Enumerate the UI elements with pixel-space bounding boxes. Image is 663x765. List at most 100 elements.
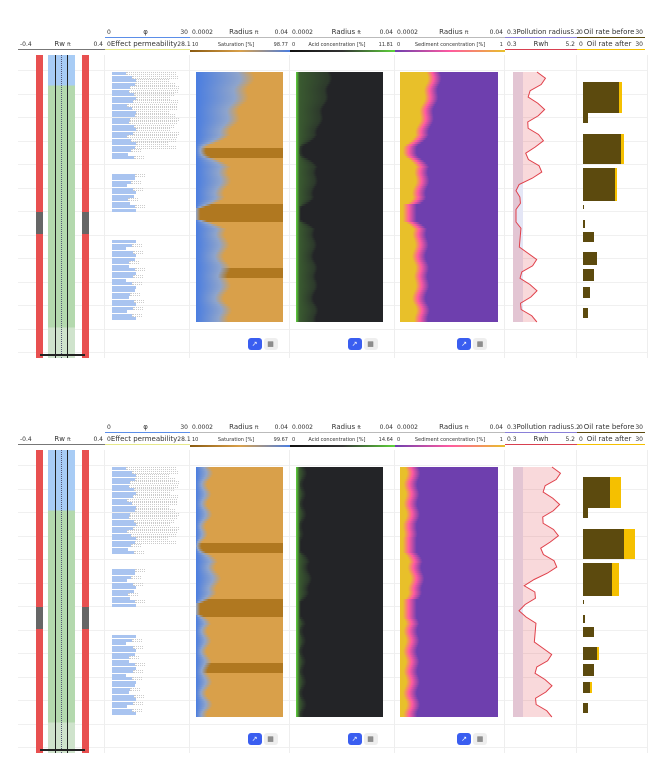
- sediment-map[interactable]: [400, 467, 498, 717]
- phi-label: φ: [143, 423, 148, 431]
- perm-bar: [112, 268, 135, 271]
- sed-min: 0.0002: [397, 28, 418, 36]
- casing-right: [82, 450, 89, 753]
- grid-view-button[interactable]: ▦: [263, 733, 278, 745]
- oil-rate-before-bar: [583, 307, 589, 318]
- perm-bar: [112, 131, 134, 135]
- perm-bar: [112, 317, 136, 320]
- rw-header[interactable]: -0.4 Rw ft 0.4: [18, 434, 105, 445]
- perm-bar: [112, 470, 133, 474]
- perm-bar: [112, 701, 134, 705]
- pollution-radius-plot: [513, 71, 547, 323]
- perm-bar: [112, 642, 127, 645]
- perm-bar: [112, 198, 129, 201]
- sediment-map[interactable]: [400, 72, 498, 322]
- perm-bar: [112, 313, 132, 317]
- sat-header[interactable]: 0.0002 Radius ft 0.04: [190, 422, 290, 433]
- sat-header[interactable]: 0.0002 Radius ft 0.04: [190, 27, 290, 38]
- sed-scale[interactable]: 0 Sediment concentration [%] 1: [397, 41, 503, 48]
- perm-header[interactable]: 0 Effect permeability 28.1: [105, 434, 191, 445]
- grid-view-button[interactable]: ▦: [473, 338, 487, 350]
- phi-header[interactable]: 0 φ 30: [105, 422, 190, 433]
- chart-view-button[interactable]: ↗: [347, 338, 362, 350]
- grid-icon: ▦: [367, 340, 374, 348]
- sat-label: Radius ft: [229, 28, 259, 36]
- sat-colorbar: [190, 50, 290, 52]
- rwh-header[interactable]: 0.3 Rwh 5.2: [505, 434, 577, 445]
- sat-min: 0.0002: [192, 28, 213, 36]
- perm-min: 0: [107, 435, 111, 443]
- rwh-header[interactable]: 0.3 Rwh 5.2: [505, 39, 577, 50]
- acid-min: 0.0002: [292, 28, 313, 36]
- sed-scale[interactable]: 0 Sediment concentration [%] 1: [397, 436, 503, 443]
- sat-scale[interactable]: 10 Saturation [%] 98.77: [192, 41, 288, 48]
- chart-view-button[interactable]: ↗: [247, 733, 262, 745]
- perm-bar: [112, 498, 127, 502]
- phi-min: 0: [107, 423, 111, 431]
- oil-rate-before-bar: [583, 82, 619, 113]
- oilb-min: 0: [579, 423, 583, 431]
- perm-bar: [112, 694, 135, 698]
- perm-bar: [112, 680, 136, 684]
- perm-bar: [112, 79, 136, 82]
- sat-scale[interactable]: 10 Saturation [%] 99.67: [192, 436, 288, 443]
- acid-scale[interactable]: 0 Acid concentration [%] 11.81: [292, 41, 393, 48]
- perm-bar: [112, 177, 136, 180]
- perm-bar: [112, 512, 131, 516]
- oila-max: 30: [635, 40, 643, 48]
- perm-bar: [112, 547, 128, 551]
- perm-bar: [112, 659, 130, 663]
- grid-view-button[interactable]: ▦: [473, 733, 487, 745]
- rwh-min: 0.3: [507, 435, 517, 443]
- perm-bar: [112, 603, 136, 607]
- grid-view-button[interactable]: ▦: [363, 733, 378, 745]
- perm-bar: [112, 121, 129, 124]
- oil-rate-before-bar: [583, 508, 588, 519]
- perm-bar: [112, 264, 130, 268]
- sed-header[interactable]: 0.0002 Radius ft 0.04: [395, 422, 505, 433]
- saturation-map[interactable]: [196, 72, 283, 322]
- oilb-header[interactable]: 0 Oil rate before 30: [577, 422, 645, 433]
- sed-header[interactable]: 0.0002 Radius ft 0.04: [395, 27, 505, 38]
- chart-view-button[interactable]: ↗: [457, 733, 471, 745]
- grid-view-button[interactable]: ▦: [363, 338, 378, 350]
- acid-header[interactable]: 0.0002 Radius ft 0.04: [290, 422, 395, 433]
- perm-bar: [112, 712, 136, 715]
- perm-bar: [112, 107, 132, 110]
- perm-header[interactable]: 0 Effect permeability 28.1: [105, 39, 191, 50]
- grid-icon: ▦: [367, 735, 374, 743]
- rw-max: 0.4: [93, 40, 103, 48]
- pol-max: 5.2: [570, 28, 580, 36]
- pol-header[interactable]: 0.3 Pollution radius 5.2: [505, 422, 580, 433]
- phi-header[interactable]: 0 φ 30: [105, 27, 190, 38]
- log-panel-1: -0.4 Rw ft 0.4 0 φ 30 0 Effect permeabil…: [0, 25, 650, 370]
- acid-map[interactable]: [296, 467, 383, 717]
- oil-rate-before-bar: [583, 663, 595, 677]
- pol-header[interactable]: 0.3 Pollution radius 5.2: [505, 27, 580, 38]
- phi-max: 30: [180, 423, 188, 431]
- acid-header[interactable]: 0.0002 Radius ft 0.04: [290, 27, 395, 38]
- pol-track[interactable]: [505, 55, 577, 358]
- perm-bar: [112, 306, 134, 310]
- saturation-map[interactable]: [196, 467, 283, 717]
- perm-bar: [112, 187, 134, 191]
- grid-icon: ▦: [267, 735, 274, 743]
- acid-map[interactable]: [296, 72, 383, 322]
- oilb-header[interactable]: 0 Oil rate before 30: [577, 27, 645, 38]
- perm-bar: [112, 589, 134, 593]
- grid-view-button[interactable]: ▦: [263, 338, 278, 350]
- oila-header[interactable]: 0 Oil rate after 30: [577, 434, 645, 445]
- acid-scale[interactable]: 0 Acid concentration [%] 14.64: [292, 436, 393, 443]
- perm-bar: [112, 516, 129, 519]
- rw-header[interactable]: -0.4 Rw ft 0.4: [18, 39, 105, 50]
- perm-bar: [112, 110, 136, 114]
- perm-bar: [112, 652, 135, 656]
- oila-header[interactable]: 0 Oil rate after 30: [577, 39, 645, 50]
- chart-view-button[interactable]: ↗: [457, 338, 471, 350]
- perm-bar: [112, 491, 136, 495]
- acid-max: 0.04: [379, 423, 393, 431]
- pol-label: Pollution radius: [516, 28, 571, 36]
- perm-bar: [112, 649, 136, 652]
- chart-view-button[interactable]: ↗: [247, 338, 262, 350]
- chart-view-button[interactable]: ↗: [347, 733, 362, 745]
